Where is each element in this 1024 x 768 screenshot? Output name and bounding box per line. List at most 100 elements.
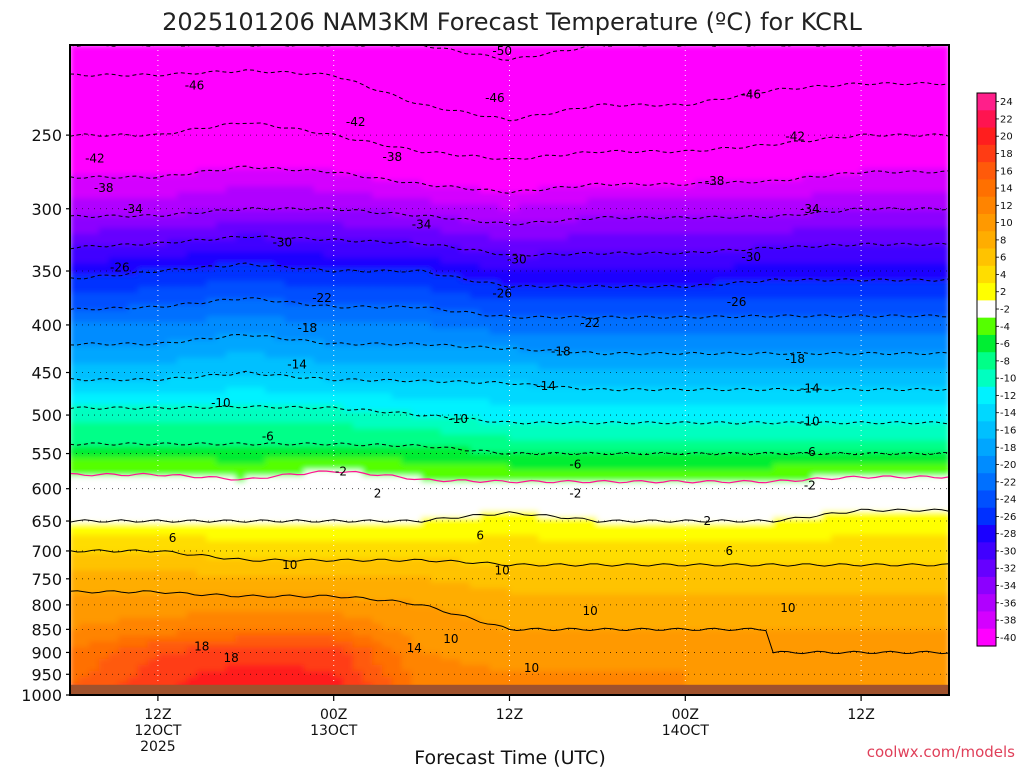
heat-cell <box>352 322 364 330</box>
heat-cell <box>118 269 130 277</box>
heat-cell <box>499 233 511 241</box>
heat-cell <box>577 91 589 99</box>
heat-cell <box>860 121 872 129</box>
heat-cell <box>372 204 384 212</box>
heat-cell <box>753 233 765 241</box>
heat-cell <box>567 304 579 312</box>
heat-cell <box>567 339 579 348</box>
heat-cell <box>811 357 823 365</box>
heat-cell <box>831 239 843 247</box>
heat-cell <box>919 339 931 348</box>
heat-cell <box>743 74 755 82</box>
heat-cell <box>421 204 433 212</box>
heat-cell <box>489 180 501 188</box>
heat-cell <box>391 245 403 253</box>
heat-cell <box>489 298 501 306</box>
heat-cell <box>880 174 892 182</box>
heat-cell <box>704 139 716 147</box>
heat-cell <box>186 144 198 153</box>
heat-cell <box>860 363 872 371</box>
heat-cell <box>616 115 628 123</box>
heat-cell <box>792 56 804 64</box>
heat-cell <box>928 168 940 176</box>
heat-cell <box>919 162 931 170</box>
heat-cell <box>587 316 599 324</box>
heat-cell <box>372 85 384 93</box>
heat-cell <box>635 221 647 229</box>
heat-cell <box>880 45 892 52</box>
heat-cell <box>626 204 638 212</box>
heat-cell <box>255 363 267 371</box>
heat-cell <box>518 192 530 200</box>
heat-cell <box>743 56 755 64</box>
heat-cell <box>694 85 706 93</box>
heat-cell <box>352 298 364 306</box>
heat-cell <box>98 127 110 135</box>
heat-cell <box>186 310 198 318</box>
heat-cell <box>284 227 296 235</box>
heat-cell <box>548 198 560 206</box>
heat-cell <box>645 304 657 312</box>
heat-cell <box>880 79 892 88</box>
heat-cell <box>98 186 110 194</box>
heat-cell <box>391 310 403 318</box>
heat-cell <box>313 139 325 147</box>
heat-cell <box>684 227 696 235</box>
heat-cell <box>255 209 267 218</box>
heat-cell <box>274 121 286 129</box>
heat-cell <box>499 292 511 300</box>
heat-cell <box>499 257 511 265</box>
heat-cell <box>802 174 813 182</box>
heat-cell <box>460 239 472 247</box>
heat-cell <box>811 251 823 259</box>
heat-cell <box>518 56 530 64</box>
heat-cell <box>587 292 599 300</box>
heat-cell <box>762 357 774 365</box>
heat-cell <box>665 286 677 294</box>
heat-cell <box>479 85 491 93</box>
heat-cell <box>577 209 589 218</box>
heat-cell <box>743 204 755 212</box>
heat-cell <box>137 91 149 99</box>
heat-cell <box>128 328 140 336</box>
heat-cell <box>880 339 892 348</box>
heat-cell <box>841 109 853 117</box>
heat-cell <box>831 97 843 105</box>
heat-cell <box>743 322 755 330</box>
heat-cell <box>206 257 218 265</box>
heat-cell <box>235 245 247 253</box>
heat-cell <box>587 274 599 283</box>
heat-cell <box>616 79 628 88</box>
heat-cell <box>440 322 452 330</box>
heat-cell <box>567 139 579 147</box>
heat-cell <box>303 139 315 147</box>
heat-cell <box>137 103 149 111</box>
heat-cell <box>342 168 354 176</box>
heat-cell <box>567 186 579 194</box>
heat-cell <box>762 363 774 371</box>
heat-cell <box>792 180 804 188</box>
heat-cell <box>841 251 853 259</box>
heat-cell <box>323 345 335 353</box>
heat-cell <box>743 121 755 129</box>
heat-cell <box>401 298 413 306</box>
heat-cell <box>802 274 813 283</box>
heat-cell <box>382 274 393 283</box>
heat-cell <box>137 227 149 235</box>
heat-cell <box>313 162 325 170</box>
heat-cell <box>928 174 940 182</box>
heat-cell <box>655 322 667 330</box>
heat-cell <box>89 204 100 212</box>
heat-cell <box>860 286 872 294</box>
heat-cell <box>342 351 354 359</box>
heat-cell <box>216 186 227 194</box>
heat-cell <box>342 215 354 223</box>
heat-cell <box>147 221 159 229</box>
heat-cell <box>108 79 120 88</box>
heat-cell <box>743 345 755 353</box>
heat-cell <box>440 204 452 212</box>
heat-cell <box>255 286 267 294</box>
heat-cell <box>352 133 364 141</box>
heat-cell <box>255 304 267 312</box>
heat-cell <box>802 79 813 88</box>
